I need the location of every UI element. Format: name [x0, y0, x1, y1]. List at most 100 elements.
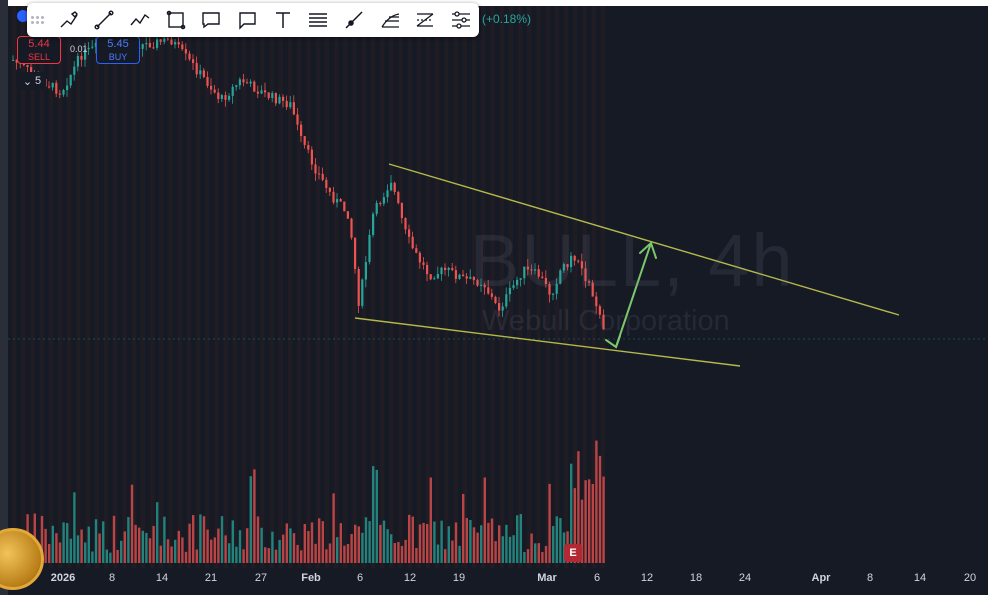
candle-body	[454, 270, 457, 279]
candle-body	[264, 90, 267, 93]
volume-bar	[346, 543, 350, 563]
candle-body	[48, 86, 51, 88]
volume-bar	[192, 515, 195, 563]
ray-icon[interactable]	[336, 5, 372, 35]
time-axis[interactable]: 2026 8 14 21 27 Feb 6 12 19 Mar 6 12 18 …	[8, 568, 988, 595]
volume-bar	[328, 543, 332, 563]
candle-body	[256, 91, 259, 94]
volume-bar	[336, 537, 339, 563]
trend-line-icon[interactable]	[87, 5, 123, 35]
candle-body	[584, 268, 587, 282]
candle-body	[292, 102, 295, 115]
buy-button[interactable]: 5.45 BUY	[96, 36, 140, 64]
x-tick: 18	[689, 572, 703, 584]
candle-body	[328, 187, 331, 192]
session-stripe	[426, 6, 431, 568]
brush-tool-icon[interactable]	[51, 5, 87, 35]
volume-bar	[246, 528, 249, 563]
candle-body	[228, 95, 231, 100]
session-stripe	[315, 6, 320, 568]
volume-bar	[282, 534, 285, 563]
volume-bar	[274, 549, 278, 563]
candle-body	[184, 49, 187, 54]
candle-body	[145, 43, 148, 45]
candle-body	[555, 283, 558, 294]
lines-icon[interactable]	[301, 5, 337, 35]
fib-fan-icon[interactable]	[372, 5, 408, 35]
volume-bar	[145, 532, 148, 563]
spread-value: 0.01	[70, 44, 88, 54]
volume-bar	[58, 542, 62, 563]
company-watermark: Webull Corporation	[482, 305, 730, 337]
volume-bar	[408, 514, 411, 563]
volume-bar	[444, 549, 447, 563]
session-stripe	[21, 6, 26, 568]
candle-body	[22, 62, 25, 66]
fib-retracement-icon[interactable]	[408, 5, 444, 35]
chevron-down-icon: ⌄	[22, 75, 33, 88]
candle-body	[303, 136, 306, 146]
sell-button[interactable]: 5.44 SELL	[17, 36, 61, 64]
rectangle-icon[interactable]	[158, 5, 194, 35]
candle-body	[382, 197, 385, 204]
candle-body	[235, 85, 238, 87]
candle-body	[498, 303, 501, 311]
volume-bar	[123, 531, 126, 563]
settings-icon[interactable]	[443, 5, 479, 35]
candle-body	[375, 203, 378, 214]
volume-bar	[134, 524, 137, 563]
volume-bar	[44, 528, 47, 563]
candle-body	[278, 96, 281, 104]
session-stripe	[85, 6, 90, 568]
volume-bar	[289, 528, 292, 563]
session-stripe	[150, 6, 155, 568]
volume-bar	[454, 522, 458, 563]
candle-body	[210, 85, 213, 90]
volume-bar	[552, 526, 555, 563]
session-stripe	[186, 6, 191, 568]
text-icon[interactable]	[265, 5, 301, 35]
candle-body	[516, 279, 519, 286]
indicator-count: 5	[35, 75, 42, 87]
candle-body	[411, 236, 414, 249]
volume-bar	[148, 538, 152, 563]
volume-bar	[260, 527, 263, 563]
candle-body	[512, 285, 515, 288]
earnings-badge[interactable]: E	[564, 544, 582, 562]
volume-bar	[141, 530, 144, 563]
drag-handle-icon[interactable]	[31, 10, 45, 30]
volume-bar	[537, 543, 540, 563]
session-stripe	[30, 6, 35, 568]
volume-bar	[156, 502, 159, 563]
session-stripe	[269, 6, 274, 568]
session-stripe	[324, 6, 329, 568]
session-stripe	[177, 6, 182, 568]
candle-body	[69, 74, 72, 86]
path-icon[interactable]	[122, 5, 158, 35]
collapse-indicators-button[interactable]: ⌄ 5	[18, 72, 46, 90]
volume-bar	[318, 518, 321, 563]
volume-bar	[516, 515, 519, 563]
volume-bar	[87, 526, 90, 563]
comment-icon[interactable]	[229, 5, 265, 35]
volume-bar	[541, 551, 544, 563]
candle-body	[386, 190, 389, 198]
candle-body	[372, 213, 375, 235]
x-tick: Mar	[537, 572, 557, 584]
candle-body	[321, 173, 324, 180]
session-stripe	[131, 6, 136, 568]
candle-body	[148, 43, 151, 48]
candle-body	[523, 266, 526, 279]
volume-bar	[152, 525, 155, 563]
callout-icon[interactable]	[194, 5, 230, 35]
candle-body	[588, 281, 591, 283]
volume-bar	[300, 550, 303, 563]
candle-body	[552, 293, 555, 295]
x-tick: 6	[593, 572, 601, 584]
drawing-toolbar	[27, 3, 479, 37]
volume-bar	[465, 518, 468, 563]
volume-bars	[12, 440, 605, 563]
candle-body	[570, 255, 573, 268]
candle-body	[451, 267, 454, 271]
